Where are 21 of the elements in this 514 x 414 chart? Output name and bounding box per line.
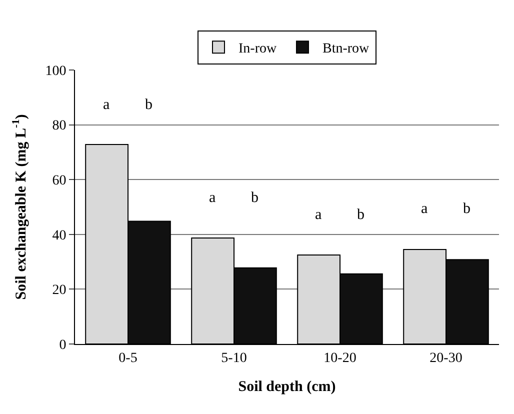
y-tick-label: 60 xyxy=(52,174,66,188)
y-tick-label: 100 xyxy=(45,64,66,79)
annotation: a xyxy=(209,190,216,206)
annotation: a xyxy=(315,207,322,223)
legend-label: In-row xyxy=(238,42,278,57)
x-tick-label: 20-30 xyxy=(430,350,462,366)
annotation: b xyxy=(463,201,470,217)
legend-label: Btn-row xyxy=(322,42,370,57)
y-tick-label: 40 xyxy=(52,228,66,244)
annotation: b xyxy=(145,97,152,113)
x-axis-title: Soil depth (cm) xyxy=(238,378,336,395)
y-tick-label: 20 xyxy=(52,283,66,298)
annotation: a xyxy=(103,97,110,113)
x-tick-label: 0-5 xyxy=(118,350,138,366)
y-tick-label: 80 xyxy=(52,118,66,134)
y-tick-label: 0 xyxy=(59,338,66,353)
annotation: a xyxy=(421,201,428,217)
x-tick-label: 5-10 xyxy=(221,350,247,366)
annotation: b xyxy=(251,190,258,206)
x-tick-label: 10-20 xyxy=(324,350,356,366)
annotation: b xyxy=(357,207,364,223)
